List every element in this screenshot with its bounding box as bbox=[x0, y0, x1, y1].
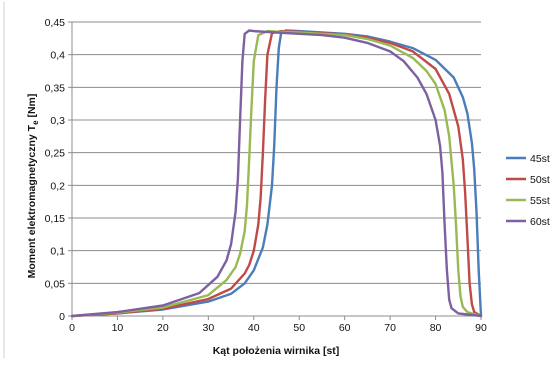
x-tick-label: 20 bbox=[157, 322, 169, 334]
y-tick-label: 0,05 bbox=[45, 278, 66, 290]
x-tick-label: 60 bbox=[339, 322, 351, 334]
y-tick-label: 0,45 bbox=[45, 17, 66, 29]
legend-label-45st: 45st bbox=[530, 153, 550, 165]
legend-label-60st: 60st bbox=[530, 216, 550, 228]
x-tick-label: 10 bbox=[112, 322, 124, 334]
y-axis-title-main: Moment elektromagnetyczny T bbox=[26, 124, 38, 278]
x-tick-label: 90 bbox=[475, 322, 487, 334]
legend-label-50st: 50st bbox=[530, 174, 550, 186]
x-tick-label: 80 bbox=[430, 322, 442, 334]
x-tick-label: 40 bbox=[248, 322, 260, 334]
x-tick-label: 50 bbox=[293, 322, 305, 334]
y-tick-label: 0,1 bbox=[50, 246, 65, 258]
y-axis-title-unit: [Nm] bbox=[26, 94, 38, 121]
y-tick-label: 0,3 bbox=[50, 115, 65, 127]
x-tick-label: 70 bbox=[384, 322, 396, 334]
legend-label-55st: 55st bbox=[530, 195, 550, 207]
y-tick-label: 0,25 bbox=[45, 148, 66, 160]
y-tick-label: 0,2 bbox=[50, 180, 65, 192]
y-tick-label: 0 bbox=[59, 311, 65, 323]
x-axis-title: Kąt położenia wirnika [st] bbox=[213, 345, 340, 357]
y-axis-title: Moment elektromagnetyczny Te [Nm] bbox=[26, 94, 40, 279]
y-tick-label: 0,35 bbox=[45, 82, 66, 94]
x-tick-label: 0 bbox=[69, 322, 75, 334]
x-tick-label: 30 bbox=[202, 322, 214, 334]
y-tick-label: 0,4 bbox=[50, 50, 65, 62]
y-tick-label: 0,15 bbox=[45, 213, 66, 225]
